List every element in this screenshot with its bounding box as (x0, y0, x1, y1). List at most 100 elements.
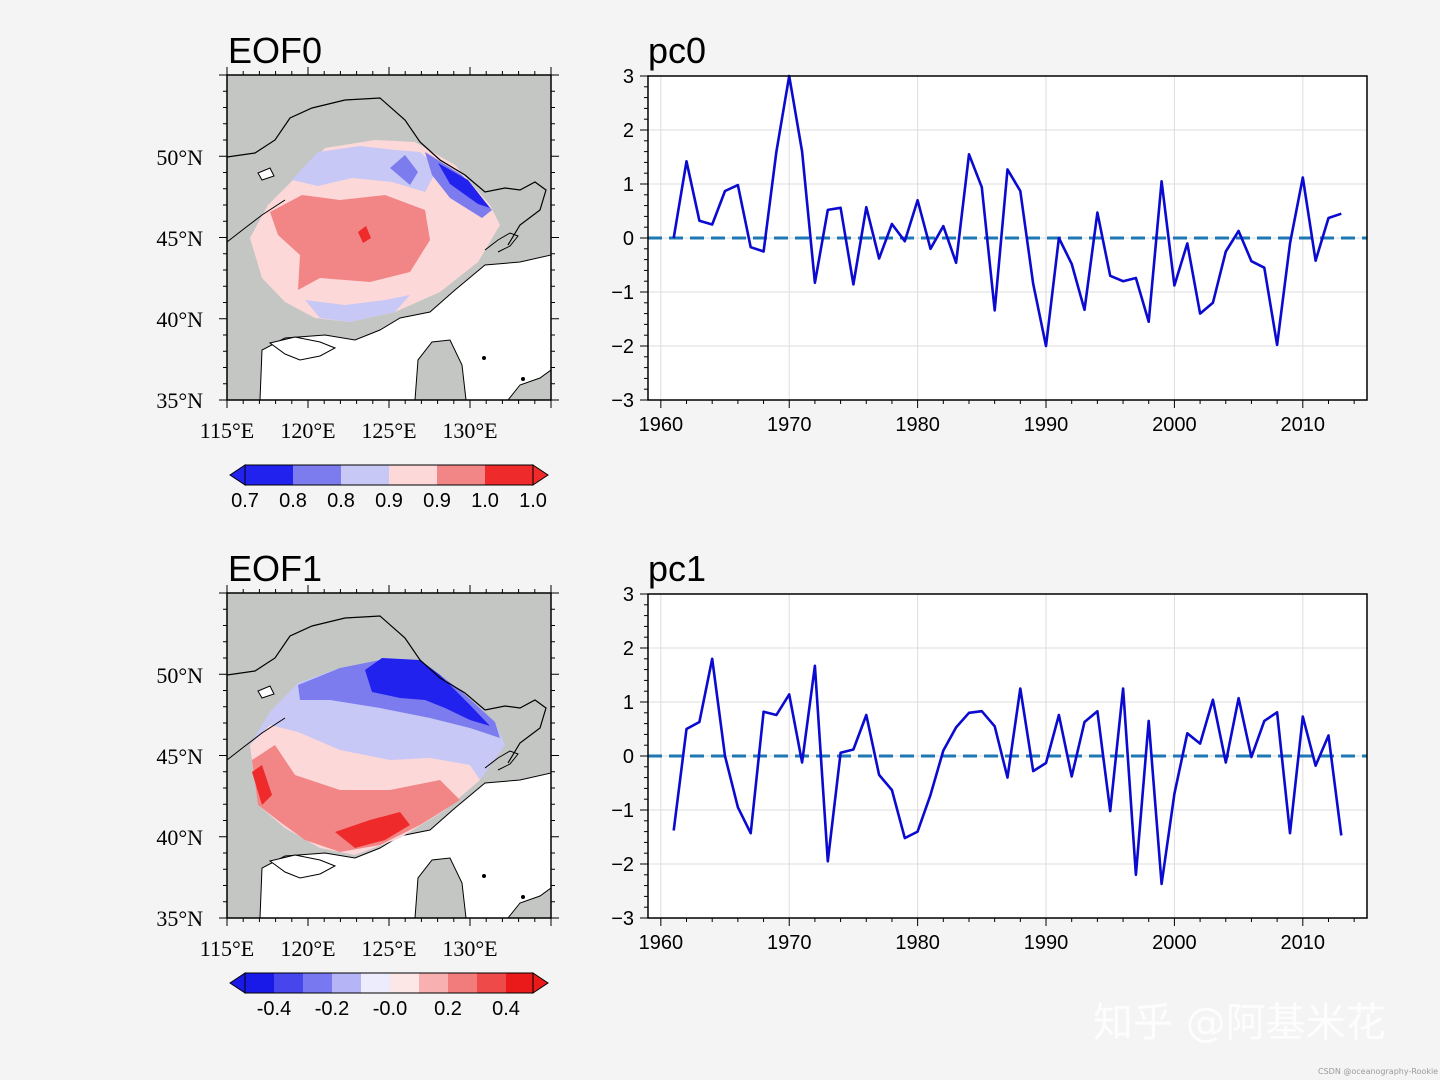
lon-label: 120°E (280, 936, 335, 961)
lon-label: 125°E (361, 936, 416, 961)
colorbar-bin (245, 465, 293, 485)
lat-label: 45°N (156, 226, 203, 251)
x-tick-label: 1980 (895, 932, 940, 954)
watermark: 知乎 @阿基米花 (1093, 1000, 1386, 1046)
shade-eof1-level2 (298, 660, 500, 738)
colorbar-label: 0.9 (375, 490, 403, 512)
bohai-bay (268, 336, 337, 361)
lat-label: 35°N (156, 906, 203, 931)
island-dot (482, 874, 486, 878)
colorbar-extend-low (229, 464, 246, 486)
lon-label: 125°E (361, 418, 416, 443)
colorbar-label: -0.4 (257, 998, 291, 1020)
y-tick-label: 2 (623, 638, 634, 660)
colorbar-bin (341, 465, 389, 485)
colorbar-bin (437, 465, 485, 485)
chart-title-pc1: pc1 (648, 548, 706, 589)
island-dot (521, 895, 525, 899)
border-line (227, 97, 547, 246)
colorbar-bin (274, 973, 303, 993)
colorbar-bin (293, 465, 341, 485)
y-tick-label: 2 (623, 120, 634, 142)
colorbar-label: 0.8 (327, 490, 355, 512)
x-tick-label: 1990 (1024, 414, 1069, 436)
colorbar-label: 0.7 (231, 490, 259, 512)
y-tick-label: 3 (623, 66, 634, 88)
shade-eof0-level6 (358, 226, 371, 243)
lon-label: 115°E (200, 418, 254, 443)
colorbar-bin (448, 973, 477, 993)
colorbar-label: 0.9 (423, 490, 451, 512)
coast-line (484, 750, 519, 771)
x-tick-label: 1990 (1024, 932, 1069, 954)
x-tick-label: 1960 (639, 414, 684, 436)
colorbar-label: 0.8 (279, 490, 307, 512)
y-tick-label: 1 (623, 174, 634, 196)
map-eof0: EOF0 50°N 45°N 40°N (156, 30, 559, 512)
colorbar-bin (332, 973, 361, 993)
shade-eof0-level3b (305, 295, 410, 322)
colorbar-label: -0.0 (373, 998, 407, 1020)
y-tick-label: −1 (611, 800, 634, 822)
korea-peninsula (414, 857, 467, 918)
map-eof1: EOF1 50°N 45°N 40°N 35°N (156, 548, 559, 1020)
island-dot (482, 356, 486, 360)
x-tick-label: 1970 (767, 932, 812, 954)
map-ticks (219, 67, 559, 408)
shade-eof0-level3 (292, 146, 438, 192)
colorbar-bin (361, 973, 390, 993)
colorbar-bin (477, 973, 506, 993)
x-tick-label: 2000 (1152, 932, 1197, 954)
colorbar-bin (303, 973, 332, 993)
colorbar-eof0: 0.7 0.8 0.8 0.9 0.9 1.0 1.0 (229, 464, 549, 512)
x-tick-label: 1960 (639, 932, 684, 954)
colorbar-label: 0.2 (434, 998, 462, 1020)
colorbar-label: 0.4 (492, 998, 520, 1020)
x-tick-label: 2010 (1281, 932, 1326, 954)
y-tick-label: −2 (611, 336, 634, 358)
y-tick-label: −1 (611, 282, 634, 304)
lat-label: 40°N (156, 825, 203, 850)
y-tick-label: −3 (611, 908, 634, 930)
y-tick-label: 0 (623, 746, 634, 768)
colorbar-label: -0.2 (315, 998, 349, 1020)
map-title-eof0: EOF0 (228, 30, 322, 71)
map-ticks (219, 585, 559, 926)
border-line (227, 717, 286, 761)
y-tick-label: 0 (623, 228, 634, 250)
y-tick-label: −2 (611, 854, 634, 876)
chart-title-pc0: pc0 (648, 30, 706, 71)
lake (257, 685, 275, 699)
colorbar-extend-low (229, 972, 246, 994)
border-line (227, 615, 547, 764)
x-tick-label: 1980 (895, 414, 940, 436)
shade-eof0-level1 (438, 163, 490, 208)
lat-label: 35°N (156, 388, 203, 413)
x-tick-label: 2010 (1281, 414, 1326, 436)
lon-label: 130°E (442, 936, 497, 961)
colorbar-bin (245, 973, 274, 993)
shade-eof0-level2a (390, 155, 418, 185)
lake (257, 167, 275, 181)
bohai-bay (268, 854, 337, 879)
border-line (227, 199, 286, 243)
credit-text: CSDN @oceanography-Rookie (1318, 1067, 1438, 1076)
island-dot (521, 377, 525, 381)
colorbar-eof1: -0.4 -0.2 -0.0 0.2 0.4 (229, 972, 549, 1020)
shade-eof1-level6 (252, 765, 272, 805)
colorbar-bin (419, 973, 448, 993)
korea-peninsula (414, 339, 467, 400)
chart-pc0: pc0 1960 1970 1980 1990 2000 2010 3 2 1 0 −1 −2 −3 (611, 30, 1368, 436)
lat-label: 50°N (156, 663, 203, 688)
japan-land (507, 887, 551, 918)
lat-label: 50°N (156, 145, 203, 170)
japan-land (507, 369, 551, 400)
lon-label: 130°E (442, 418, 497, 443)
colorbar-label: 1.0 (519, 490, 547, 512)
shade-eof0-level5 (270, 195, 430, 290)
colorbar-bin (390, 973, 419, 993)
lat-label: 40°N (156, 307, 203, 332)
colorbar-label: 1.0 (471, 490, 499, 512)
colorbar-frame (244, 972, 534, 994)
